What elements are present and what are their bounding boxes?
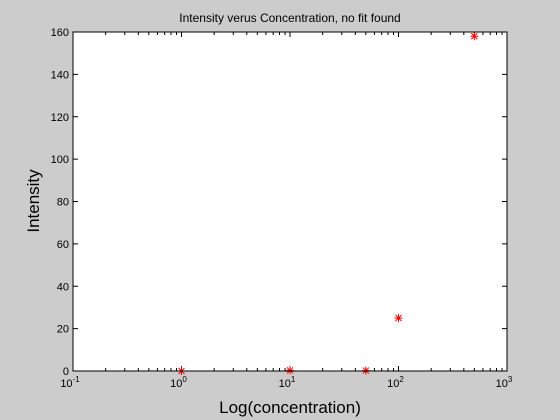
x-tick-label: 103 (496, 375, 513, 390)
y-tick-label: 80 (57, 197, 69, 209)
x-axis-label: Log(concentration) (219, 398, 361, 417)
y-tick-label: 40 (57, 281, 69, 293)
data-point (286, 366, 294, 375)
y-tick-label: 0 (63, 366, 69, 378)
x-tick-label: 102 (387, 375, 404, 390)
ticks-layer: 0 20 40 60 80 100 120 140 160 10-1 100 101 102 103 (51, 27, 513, 390)
data-point (470, 32, 479, 41)
y-tick-label: 120 (51, 112, 69, 124)
axes-frame (72, 31, 508, 372)
y-tick-label: 160 (51, 27, 69, 39)
data-point (394, 314, 403, 323)
y-tick-label: 60 (57, 239, 69, 251)
axes-background (73, 32, 507, 371)
y-tick-label: 140 (51, 69, 69, 81)
y-tick-label: 20 (57, 324, 69, 336)
x-tick-label: 10-1 (60, 375, 80, 390)
y-tick-label: 100 (51, 154, 69, 166)
chart-title: Intensity verus Concentration, no fit fo… (179, 11, 400, 25)
x-tick-label: 101 (279, 375, 296, 390)
x-tick-label: 100 (170, 375, 187, 390)
y-axis-label: Intensity (24, 169, 43, 233)
